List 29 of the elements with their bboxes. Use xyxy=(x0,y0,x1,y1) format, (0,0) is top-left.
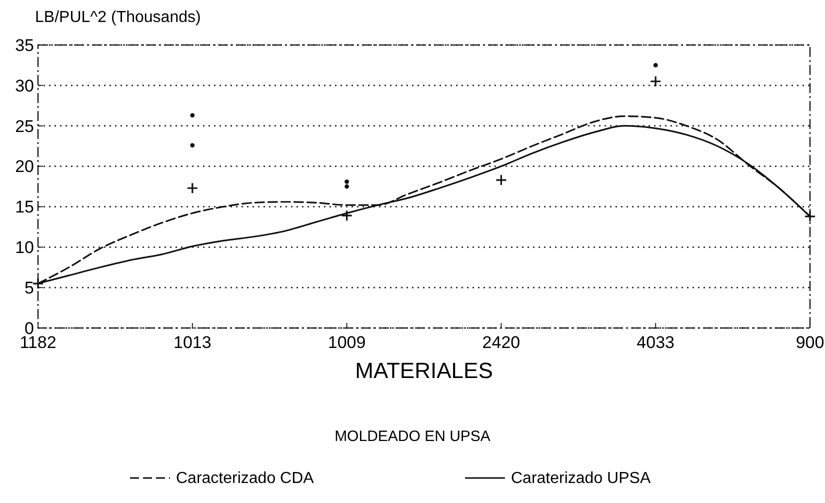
x-tick-label: 2420 xyxy=(482,333,520,352)
x-tick-label: 1009 xyxy=(328,333,366,352)
x-tick-label: 1013 xyxy=(173,333,212,352)
y-axis-title: LB/PUL^2 (Thousands) xyxy=(35,9,201,26)
point xyxy=(804,210,816,222)
x-tick-label: 900 xyxy=(796,333,824,352)
x-tick-label: 4033 xyxy=(636,333,675,352)
y-tick-label: 15 xyxy=(15,198,34,217)
y-tick-label: 35 xyxy=(15,36,34,55)
y-tick-label: 25 xyxy=(15,116,34,136)
x-tick-label: 1182 xyxy=(20,333,56,352)
y-tick-label: 20 xyxy=(15,157,34,176)
y-tick-label: 10 xyxy=(15,238,34,258)
point xyxy=(344,179,349,184)
point xyxy=(186,182,198,194)
point xyxy=(190,113,195,118)
point xyxy=(653,63,658,68)
legend-label: Caracterizado CDA xyxy=(176,470,314,487)
point xyxy=(344,184,349,189)
legend-label: Caraterizado UPSA xyxy=(511,470,651,487)
point xyxy=(650,76,662,88)
y-tick-label: 5 xyxy=(24,278,34,298)
point xyxy=(190,143,195,148)
point xyxy=(32,278,44,290)
x-axis-title: MATERIALES xyxy=(355,358,493,383)
point xyxy=(495,174,507,186)
y-tick-label: 30 xyxy=(15,76,34,96)
text: MOLDEADO EN UPSA xyxy=(334,428,490,445)
point xyxy=(341,210,353,222)
